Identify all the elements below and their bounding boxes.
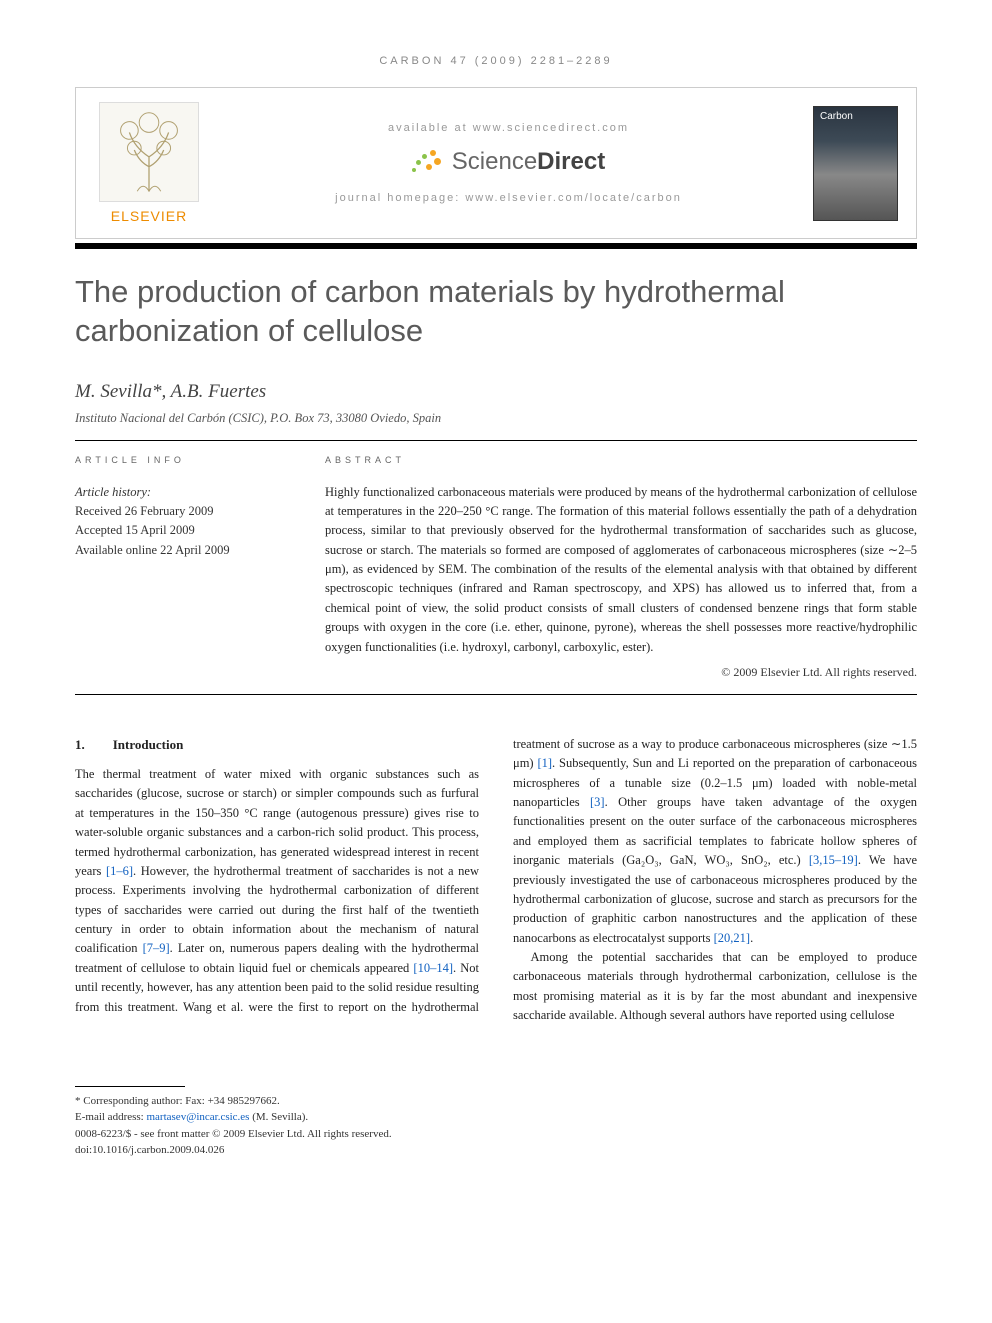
publisher-name: ELSEVIER: [94, 208, 204, 224]
abstract-text: Highly functionalized carbonaceous mater…: [325, 483, 917, 657]
journal-cover-thumb: Carbon: [813, 106, 898, 221]
doi-line: doi:10.1016/j.carbon.2009.04.026: [75, 1142, 917, 1159]
cover-title: Carbon: [814, 107, 897, 126]
footnote-rule: [75, 1086, 185, 1087]
history-online: Available online 22 April 2009: [75, 541, 285, 560]
article-history: Article history: Received 26 February 20…: [75, 483, 285, 561]
section-title: Introduction: [113, 735, 184, 755]
banner-middle: available at www.sciencedirect.com Scien…: [222, 122, 795, 204]
article-info-label: ARTICLE INFO: [75, 455, 285, 465]
abstract-col: ABSTRACT Highly functionalized carbonace…: [325, 455, 917, 680]
ref-link[interactable]: [3,15–19]: [809, 853, 858, 867]
ref-link[interactable]: [20,21]: [714, 931, 750, 945]
sciencedirect-logo: ScienceDirect: [412, 148, 605, 176]
ref-link[interactable]: [10–14]: [413, 961, 453, 975]
ref-link[interactable]: [1]: [537, 756, 552, 770]
footnotes: * Corresponding author: Fax: +34 9852976…: [75, 1093, 917, 1159]
sd-dots-icon: [412, 150, 446, 174]
copyright: © 2009 Elsevier Ltd. All rights reserved…: [325, 665, 917, 680]
journal-banner: ELSEVIER available at www.sciencedirect.…: [75, 87, 917, 239]
publisher-block: ELSEVIER: [94, 102, 204, 224]
available-at: available at www.sciencedirect.com: [222, 122, 795, 134]
thick-rule: [75, 243, 917, 249]
section-number: 1.: [75, 735, 85, 755]
ref-link[interactable]: [7–9]: [143, 941, 170, 955]
rule: [75, 440, 917, 441]
section-heading: 1. Introduction: [75, 735, 479, 755]
article-info-row: ARTICLE INFO Article history: Received 2…: [75, 455, 917, 680]
history-label: Article history:: [75, 483, 285, 502]
ref-link[interactable]: [1–6]: [106, 864, 133, 878]
article-title: The production of carbon materials by hy…: [75, 273, 917, 351]
affiliation: Instituto Nacional del Carbón (CSIC), P.…: [75, 411, 917, 426]
authors: M. Sevilla*, A.B. Fuertes: [75, 381, 917, 403]
rule: [75, 694, 917, 695]
sd-wordmark: ScienceDirect: [452, 148, 605, 176]
issn-line: 0008-6223/$ - see front matter © 2009 El…: [75, 1126, 917, 1143]
running-head: CARBON 47 (2009) 2281–2289: [75, 55, 917, 67]
journal-homepage: journal homepage: www.elsevier.com/locat…: [222, 192, 795, 204]
corresponding-author: * Corresponding author: Fax: +34 9852976…: [75, 1093, 917, 1110]
history-accepted: Accepted 15 April 2009: [75, 521, 285, 540]
ref-link[interactable]: [3]: [590, 795, 605, 809]
elsevier-tree-icon: [99, 102, 199, 202]
paragraph: Among the potential saccharides that can…: [513, 948, 917, 1026]
history-received: Received 26 February 2009: [75, 502, 285, 521]
email-link[interactable]: martasev@incar.csic.es: [146, 1111, 249, 1123]
body-text: 1. Introduction The thermal treatment of…: [75, 735, 917, 1026]
email-line: E-mail address: martasev@incar.csic.es (…: [75, 1109, 917, 1126]
abstract-label: ABSTRACT: [325, 455, 917, 465]
article-info-col: ARTICLE INFO Article history: Received 2…: [75, 455, 285, 680]
